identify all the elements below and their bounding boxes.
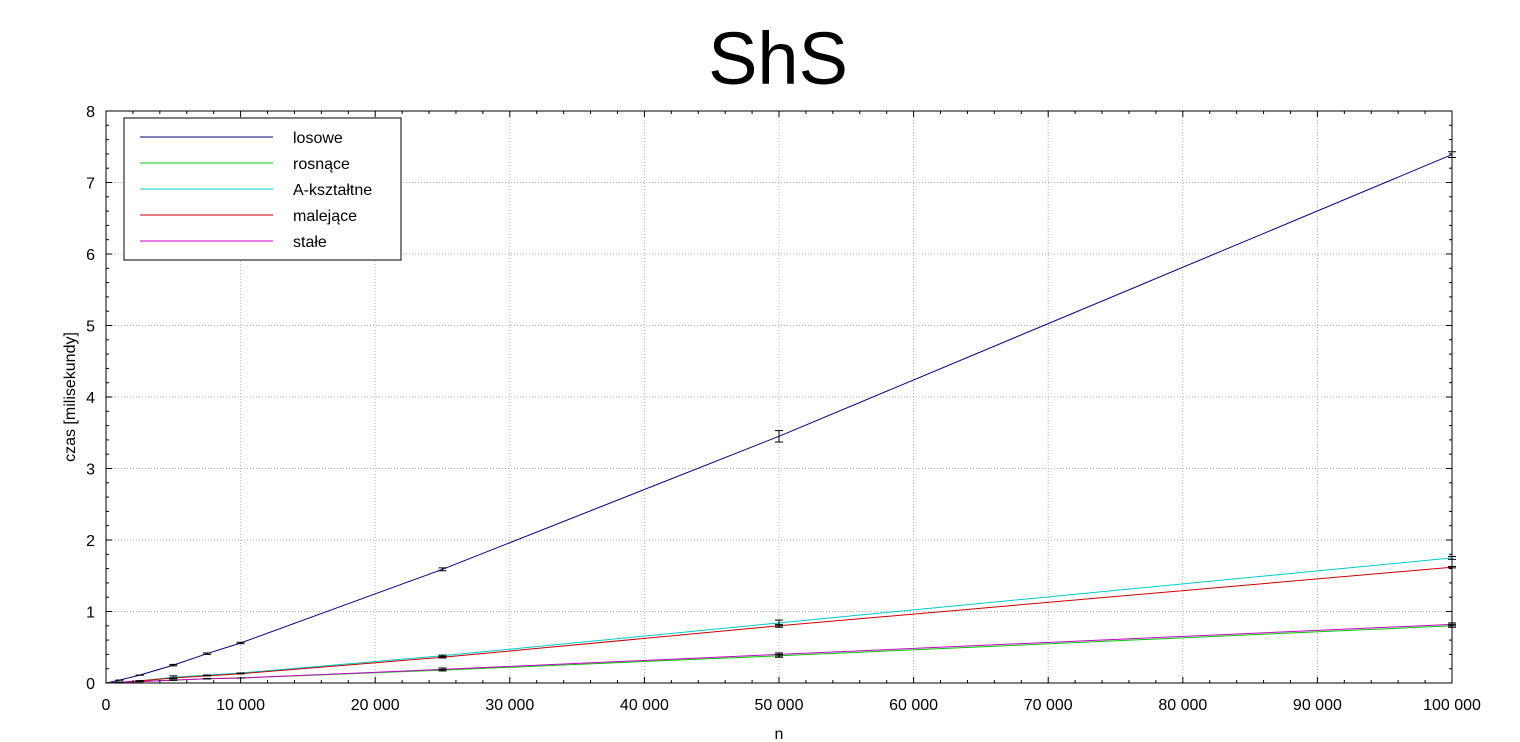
x-axis-label: n [775, 726, 784, 742]
x-tick-label: 10 000 [216, 697, 265, 714]
x-tick-label: 50 000 [755, 697, 804, 714]
error-bar [202, 652, 211, 655]
y-tick-label: 2 [86, 533, 95, 550]
x-tick-label: 100 000 [1423, 697, 1481, 714]
y-tick-label: 6 [86, 247, 95, 264]
legend-label: malejące [293, 208, 357, 225]
error-bars [115, 151, 1456, 683]
error-bar [775, 623, 783, 628]
y-tick-label: 1 [86, 605, 95, 622]
x-tick-label: 30 000 [485, 697, 534, 714]
error-bar [236, 641, 245, 645]
y-tick-label: 7 [86, 176, 95, 193]
error-bar [169, 663, 178, 667]
x-tick-label: 20 000 [351, 697, 400, 714]
x-tick-label: 40 000 [620, 697, 669, 714]
axis-ticks: 0 10 000 20 000 30 000 40 000 50 000 60 000 70 … [86, 104, 1481, 714]
error-bar [438, 656, 447, 659]
error-bar [438, 567, 447, 572]
legend-label: losowe [293, 130, 343, 147]
grid [106, 111, 1452, 683]
legend: losowe rosnące A-kształtne malejące stałe [123, 117, 402, 261]
y-tick-label: 8 [86, 104, 95, 121]
error-bar [775, 430, 783, 443]
legend-label: rosnące [293, 156, 350, 173]
y-tick-label: 0 [86, 676, 95, 693]
y-axis-label: czas [milisekundy] [62, 332, 79, 462]
y-tick-label: 4 [86, 390, 95, 407]
error-bar [438, 667, 447, 672]
y-tick-label: 3 [86, 462, 95, 479]
legend-label: stałe [293, 234, 327, 251]
x-tick-label: 90 000 [1293, 697, 1342, 714]
y-tick-label: 5 [86, 319, 95, 336]
x-tick-label: 80 000 [1158, 697, 1207, 714]
x-tick-label: 0 [102, 697, 111, 714]
error-bar [775, 652, 783, 657]
x-tick-label: 60 000 [889, 697, 938, 714]
legend-label: A-kształtne [293, 182, 372, 199]
chart-title: ShS [708, 17, 848, 100]
x-tick-label: 70 000 [1024, 697, 1073, 714]
